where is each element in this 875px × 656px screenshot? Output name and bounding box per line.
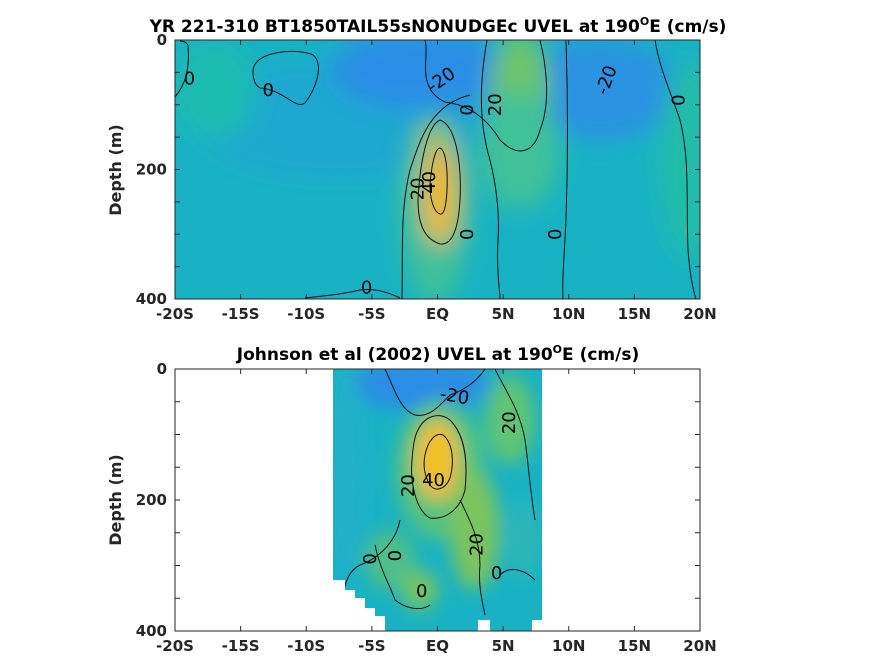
panel-top-contour-label: 40 bbox=[419, 171, 440, 194]
panel-bottom-xtick-label: 20N bbox=[683, 637, 716, 655]
panel-top-ylabel: Depth (m) bbox=[106, 124, 125, 216]
panel-bottom-xtick-label: 5N bbox=[492, 637, 515, 655]
panel-top-ytick-label: 0 bbox=[157, 31, 167, 49]
panel-top-ytick-label: 400 bbox=[136, 290, 167, 308]
panel-top-xtick-label: -20S bbox=[156, 305, 194, 323]
panel-bottom-ytick-label: 200 bbox=[136, 491, 167, 509]
panel-bottom-contour-label: 0 bbox=[360, 553, 381, 564]
panel-bottom-contour-label: 0 bbox=[416, 581, 427, 602]
panel-bottom-contour-label: -20 bbox=[438, 384, 471, 410]
panel-bottom-contours bbox=[341, 369, 536, 616]
panel-bottom-contour-label: 0 bbox=[385, 550, 406, 561]
panel-bottom-xtick-label: 15N bbox=[618, 637, 651, 655]
panel-bottom-contour-label: 0 bbox=[491, 563, 502, 584]
panel-bottom-contour-label: 40 bbox=[422, 470, 445, 491]
panel-bottom-xtick-label: -5S bbox=[358, 637, 385, 655]
panel-top-contour-label: 0 bbox=[262, 80, 273, 101]
panel-top-contour-label: 0 bbox=[361, 277, 372, 298]
panel-top-xtick-label: 5N bbox=[492, 305, 515, 323]
panel-bottom: Johnson et al (2002) UVEL at 190OE (cm/s… bbox=[106, 343, 717, 655]
panel-top-xtick-label: -15S bbox=[222, 305, 260, 323]
panel-top-contour-label: 20 bbox=[485, 93, 506, 116]
panel-top-xtick-label: 20N bbox=[683, 305, 716, 323]
panel-bottom-xtick-label: 10N bbox=[552, 637, 585, 655]
panel-bottom-xtick-label: -10S bbox=[287, 637, 325, 655]
panel-top: YR 221-310 BT1850TAIL55sNONUDGEc UVEL at… bbox=[106, 15, 726, 323]
panel-top-contour-label: 0 bbox=[184, 68, 195, 89]
panel-top-title: YR 221-310 BT1850TAIL55sNONUDGEc UVEL at… bbox=[149, 15, 727, 37]
panel-top-ytick-label: 200 bbox=[136, 161, 167, 179]
panel-bottom-ytick-label: 0 bbox=[157, 360, 167, 378]
panel-bottom-contour-label: 20 bbox=[499, 411, 520, 434]
panel-top-xtick-label: -5S bbox=[358, 305, 385, 323]
panel-bottom-title: Johnson et al (2002) UVEL at 190OE (cm/s… bbox=[236, 343, 639, 365]
panel-bottom-contour-label: 20 bbox=[466, 533, 487, 556]
panel-top-xtick-label: 10N bbox=[552, 305, 585, 323]
panel-top-xtick-label: -10S bbox=[287, 305, 325, 323]
panel-bottom-xticks: -20S -15S -10S -5S EQ 5N 10N 15N 20N bbox=[156, 369, 717, 655]
panel-bottom-contour-label: 20 bbox=[398, 474, 419, 497]
panel-top-field bbox=[175, 40, 700, 299]
panel-bottom-ytick-label: 400 bbox=[136, 622, 167, 640]
panel-top-contour-label: 0 bbox=[457, 104, 478, 115]
panel-top-contour-label: 0 bbox=[669, 94, 690, 105]
panel-bottom-xtick-label: EQ bbox=[426, 637, 449, 655]
panel-top-xticks: -20S -15S -10S -5S EQ 5N 10N 15N 20N bbox=[156, 40, 717, 323]
panel-top-xtick-label: EQ bbox=[426, 305, 449, 323]
panel-top-contours bbox=[175, 40, 697, 299]
panel-bottom-ylabel: Depth (m) bbox=[106, 454, 125, 546]
panel-top-contour-label: 20 bbox=[407, 177, 428, 200]
panel-top-contour-label: 0 bbox=[545, 229, 566, 240]
panel-top-xtick-label: 15N bbox=[618, 305, 651, 323]
panel-bottom-field bbox=[333, 369, 542, 631]
panel-bottom-xtick-label: -15S bbox=[222, 637, 260, 655]
panel-top-contour-label: 0 bbox=[457, 229, 478, 240]
panel-bottom-xtick-label: -20S bbox=[156, 637, 194, 655]
